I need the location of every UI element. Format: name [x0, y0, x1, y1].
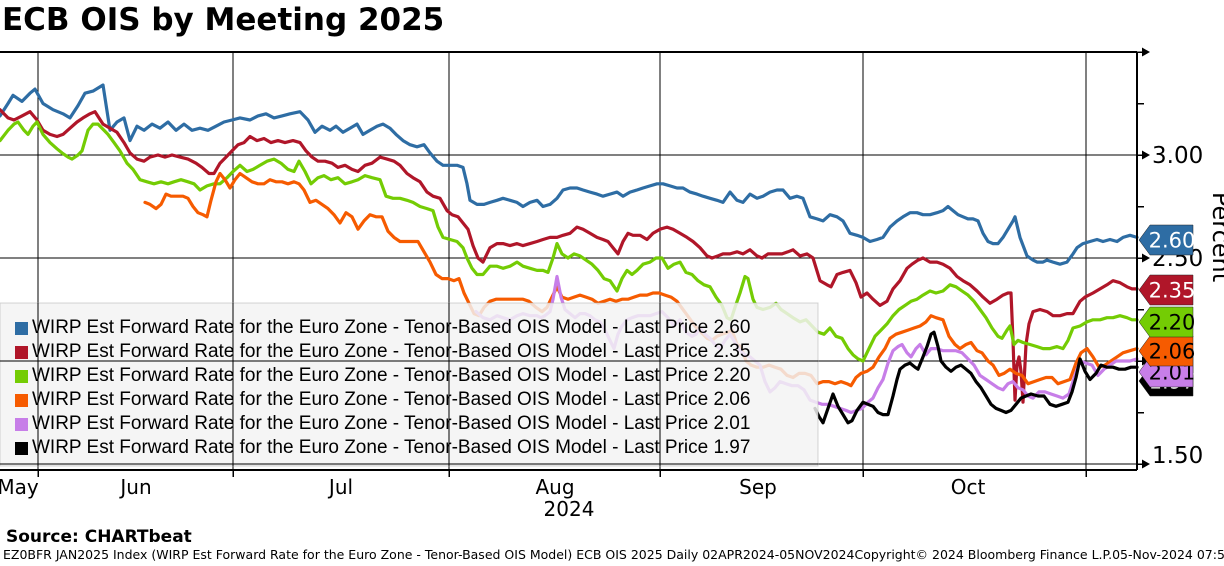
- x-axis-year-label: 2024: [544, 497, 595, 521]
- y-axis-label: 1.50: [1152, 443, 1203, 469]
- legend-label: WIRP Est Forward Rate for the Euro Zone …: [32, 341, 751, 362]
- x-axis-month-label: Oct: [951, 475, 986, 499]
- x-axis-month-label: Jun: [118, 475, 151, 499]
- series-line-2.35: [0, 108, 1139, 404]
- legend-label: WIRP Est Forward Rate for the Euro Zone …: [32, 365, 751, 386]
- legend-swatch: [15, 369, 28, 383]
- legend-item: WIRP Est Forward Rate for the Euro Zone …: [0, 316, 818, 340]
- y-axis-title: Percent: [1207, 192, 1224, 282]
- legend-label: WIRP Est Forward Rate for the Euro Zone …: [32, 389, 751, 410]
- series-line-2.20: [0, 120, 1139, 363]
- series-line-2.06: [143, 171, 1139, 388]
- x-axis-month-label: Jul: [327, 475, 353, 499]
- legend: WIRP Est Forward Rate for the Euro Zone …: [0, 316, 818, 460]
- last-price-tags: 1.972.012.062.202.352.60: [1138, 224, 1196, 397]
- price-tag-2.06: [1138, 335, 1194, 367]
- legend-item: WIRP Est Forward Rate for the Euro Zone …: [0, 340, 818, 364]
- footer-copyright: Copyright© 2024 Bloomberg Finance L.P.: [854, 547, 1113, 562]
- y-axis-label: 3.00: [1152, 143, 1203, 169]
- series-line-2.60: [0, 83, 1139, 266]
- legend-item: WIRP Est Forward Rate for the Euro Zone …: [0, 364, 818, 388]
- legend-item: WIRP Est Forward Rate for the Euro Zone …: [0, 388, 818, 412]
- series-line-1.97: [813, 330, 1139, 425]
- legend-swatch: [15, 321, 28, 335]
- footer-note: EZ0BFR JAN2025 Index (WIRP Est Forward R…: [0, 547, 1224, 562]
- chart-title: ECB OIS by Meeting 2025: [2, 2, 445, 38]
- footer-timestamp: 05-Nov-2024 07:57:35: [1112, 547, 1224, 562]
- y-tick-arrow: [1142, 150, 1150, 160]
- x-axis-month-label: Aug: [535, 475, 574, 499]
- price-tag-2.35: [1138, 274, 1194, 306]
- legend-swatch: [15, 393, 28, 407]
- legend-item: WIRP Est Forward Rate for the Euro Zone …: [0, 436, 818, 460]
- price-tag-2.60: [1138, 224, 1194, 256]
- legend-item: WIRP Est Forward Rate for the Euro Zone …: [0, 412, 818, 436]
- legend-label: WIRP Est Forward Rate for the Euro Zone …: [32, 437, 751, 458]
- axis-ticks: [37, 47, 1150, 477]
- y-tick-arrow: [1142, 47, 1150, 57]
- legend-swatch: [15, 441, 28, 455]
- price-tag-2.20: [1138, 306, 1194, 338]
- legend-panel: [0, 302, 819, 467]
- price-tag-value: 2.35: [1149, 279, 1196, 303]
- x-axis-month-label: May: [0, 475, 39, 499]
- plot-frame: [0, 51, 1138, 471]
- source-label: Source: CHARTbeat: [6, 527, 192, 547]
- footer-ticker-description: EZ0BFR JAN2025 Index (WIRP Est Forward R…: [3, 547, 855, 562]
- price-tag-value: 2.06: [1149, 340, 1196, 364]
- legend-label: WIRP Est Forward Rate for the Euro Zone …: [32, 413, 751, 434]
- gridlines-over-legend: [0, 303, 818, 466]
- y-tick-arrow: [1142, 253, 1150, 263]
- y-tick-arrow: [1142, 356, 1150, 366]
- price-tag-value: 2.60: [1149, 229, 1196, 253]
- x-axis-month-label: Sep: [739, 475, 777, 499]
- y-tick-arrow: [1142, 459, 1150, 469]
- legend-swatch: [15, 417, 28, 431]
- legend-swatch: [15, 345, 28, 359]
- legend-label: WIRP Est Forward Rate for the Euro Zone …: [32, 317, 751, 338]
- price-tag-value: 2.20: [1149, 311, 1196, 335]
